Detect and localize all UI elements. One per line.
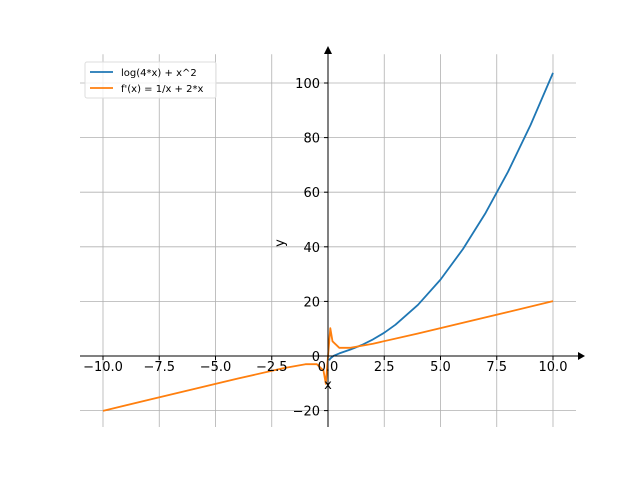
legend: log(4*x) + x^2 f'(x) = 1/x + 2*x: [84, 61, 217, 99]
x-tick-label: −2.5: [256, 360, 288, 375]
x-tick-label: 5.0: [430, 360, 451, 375]
x-tick-label: 7.5: [486, 360, 507, 375]
y-axis-label: y: [273, 239, 288, 247]
y-tick-label: 20: [303, 295, 320, 310]
x-tick-label: −7.5: [143, 360, 175, 375]
legend-label-function: log(4*x) + x^2: [121, 68, 197, 79]
legend-label-derivative: f'(x) = 1/x + 2*x: [121, 84, 203, 95]
ticks: −10.0 −7.5 −5.0 −2.5 0.0 2.5 5.0 7.5 10.0 −20 0 20 4…: [83, 77, 567, 420]
legend-box: [84, 61, 217, 99]
x-tick-label: −5.0: [200, 360, 232, 375]
x-tick-label: 0.0: [318, 360, 339, 375]
y-tick-label: 40: [303, 241, 320, 256]
x-tick-label: −10.0: [83, 360, 123, 375]
series-line-0: [328, 72, 554, 361]
x-axis-arrow: [578, 352, 585, 360]
y-tick-label: 60: [303, 186, 320, 201]
y-tick-label: 100: [295, 77, 320, 92]
y-tick-label: −20: [293, 405, 320, 420]
y-axis-arrow: [324, 46, 332, 54]
x-tick-label: 2.5: [374, 360, 395, 375]
y-tick-label: 80: [303, 132, 320, 147]
y-tick-label: 0: [312, 350, 320, 365]
x-axis-label: x: [324, 378, 332, 393]
x-tick-label: 10.0: [539, 360, 568, 375]
